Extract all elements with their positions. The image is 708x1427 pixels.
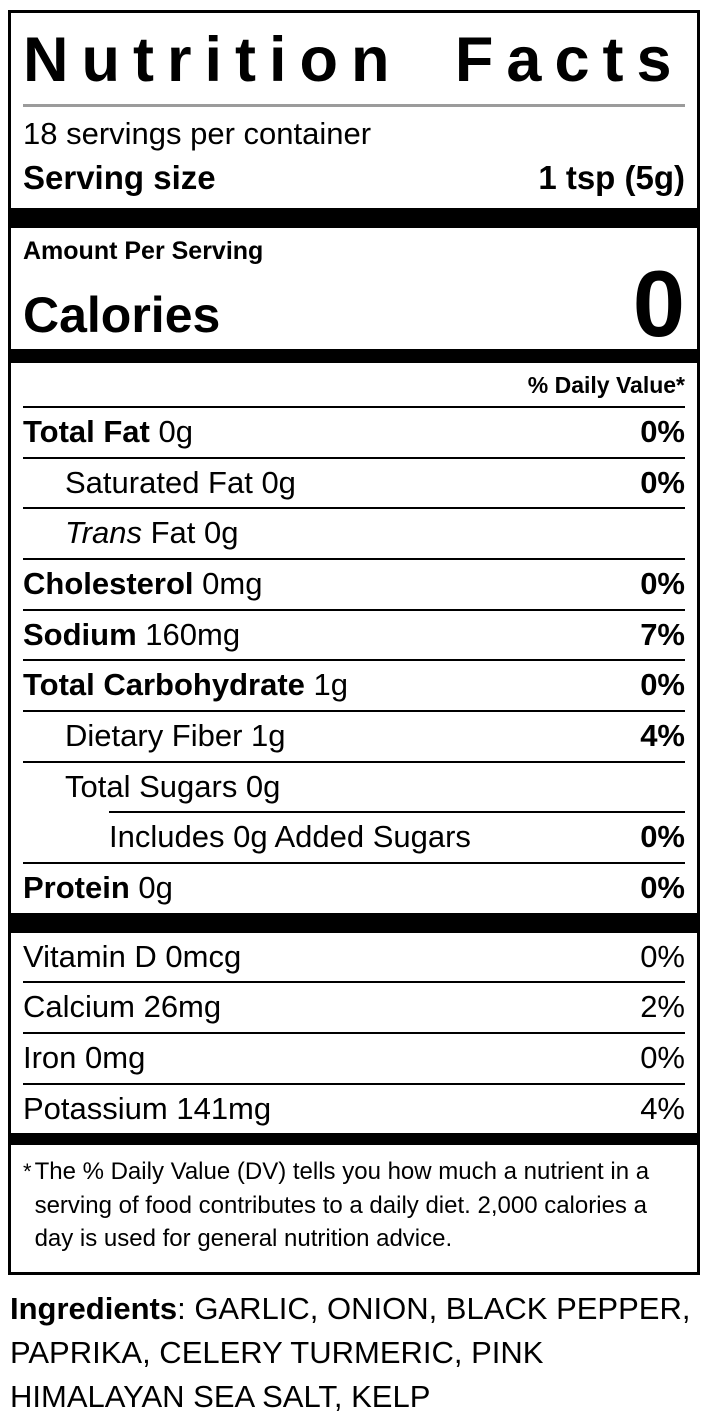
nutrition-facts-label: Nutrition Facts 18 servings per containe… <box>8 10 700 1275</box>
divider-bar-thin-bottom <box>11 1133 697 1146</box>
nutrient-rows: Total Fat 0g 0% Saturated Fat 0g 0% Tran… <box>23 406 685 912</box>
label-title: Nutrition Facts <box>23 25 685 95</box>
nutrient-row: Total Carbohydrate 1g 0% <box>23 659 685 710</box>
footnote-asterisk: * <box>23 1159 32 1185</box>
nutrient-daily-value: 0% <box>640 1039 685 1075</box>
nutrient-row: Calcium 26mg 2% <box>23 981 685 1032</box>
nutrient-name: Saturated Fat 0g <box>65 464 296 500</box>
footnote-text: The % Daily Value (DV) tells you how muc… <box>34 1158 650 1253</box>
nutrient-name: Sodium 160mg <box>23 616 241 652</box>
nutrient-daily-value: 0% <box>640 414 685 450</box>
nutrient-row: Trans Fat 0g <box>23 507 685 558</box>
nutrient-name: Dietary Fiber 1g <box>65 718 286 754</box>
nutrient-daily-value: 0% <box>640 667 685 703</box>
serving-size-row: Serving size 1 tsp (5g) <box>23 154 685 208</box>
nutrient-name: Trans Fat 0g <box>65 515 239 551</box>
nutrient-name: Total Sugars 0g <box>65 768 281 804</box>
serving-size-value: 1 tsp (5g) <box>538 159 685 196</box>
page: Nutrition Facts 18 servings per containe… <box>0 10 708 1419</box>
nutrient-daily-value: 0% <box>640 566 685 602</box>
nutrient-daily-value: 2% <box>640 989 685 1025</box>
serving-size-label: Serving size <box>23 159 216 196</box>
nutrient-daily-value: 7% <box>640 616 685 652</box>
nutrient-row: Vitamin D 0mcg 0% <box>23 933 685 982</box>
ingredients-label: Ingredients <box>10 1290 178 1326</box>
calories-value: 0 <box>632 251 685 356</box>
nutrient-name: Total Carbohydrate 1g <box>23 667 349 703</box>
nutrient-row: Potassium 141mg 4% <box>23 1082 685 1134</box>
nutrient-name: Iron 0mg <box>23 1039 146 1075</box>
nutrient-row: Saturated Fat 0g 0% <box>23 456 685 508</box>
nutrient-name: Protein 0g <box>23 869 173 905</box>
calories-row: Calories 0 <box>23 251 685 356</box>
nutrient-row: Includes 0g Added Sugars 0% <box>109 811 685 862</box>
nutrient-name: Cholesterol 0mg <box>23 566 263 602</box>
nutrient-daily-value: 0% <box>640 938 685 974</box>
nutrient-row: Total Sugars 0g <box>23 760 685 812</box>
nutrient-row: Cholesterol 0mg 0% <box>23 558 685 609</box>
micronutrient-rows: Vitamin D 0mcg 0% Calcium 26mg 2% Iron 0… <box>23 933 685 1134</box>
amount-per-serving-label: Amount Per Serving <box>23 237 264 265</box>
nutrient-row: Sodium 160mg 7% <box>23 608 685 660</box>
nutrient-daily-value: 0% <box>640 819 685 855</box>
nutrient-daily-value: 0% <box>640 869 685 905</box>
nutrient-row: Protein 0g 0% <box>23 861 685 913</box>
title-divider <box>23 104 685 107</box>
nutrient-name: Includes 0g Added Sugars <box>109 819 471 855</box>
nutrient-daily-value: 0% <box>640 464 685 500</box>
nutrient-row: Total Fat 0g 0% <box>23 406 685 457</box>
nutrient-name: Vitamin D 0mcg <box>23 938 242 974</box>
nutrient-name: Calcium 26mg <box>23 989 222 1025</box>
divider-bar-thick-protein <box>11 912 697 933</box>
nutrient-row: Dietary Fiber 1g 4% <box>23 710 685 761</box>
divider-bar-medium-calories <box>11 349 697 364</box>
calories-label: Calories <box>23 286 221 343</box>
divider-bar-thick-top <box>11 208 697 228</box>
nutrient-name: Total Fat 0g <box>23 414 193 450</box>
nutrient-daily-value: 4% <box>640 718 685 754</box>
nutrient-name: Potassium 141mg <box>23 1090 272 1126</box>
nutrient-row: Iron 0mg 0% <box>23 1031 685 1083</box>
servings-per-container: 18 servings per container <box>23 116 372 151</box>
daily-value-header: % Daily Value* <box>527 372 685 399</box>
ingredients-statement: Ingredients: GARLIC, ONION, BLACK PEPPER… <box>10 1287 698 1419</box>
daily-value-footnote: * The % Daily Value (DV) tells you how m… <box>23 1145 685 1272</box>
nutrient-daily-value: 4% <box>640 1090 685 1126</box>
